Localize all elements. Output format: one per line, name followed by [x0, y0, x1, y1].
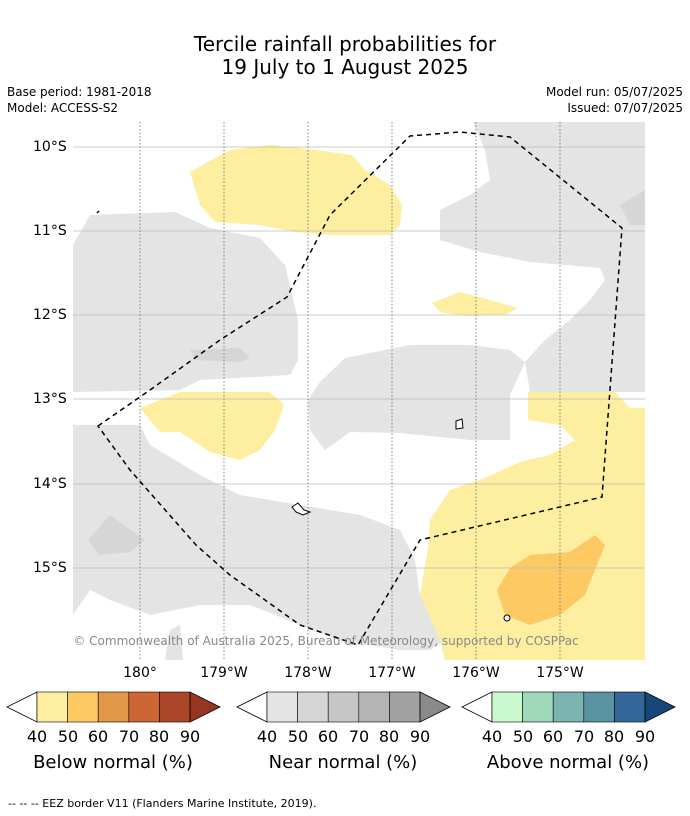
tick-label: 70	[348, 727, 370, 746]
colorbar-low-extension	[236, 691, 268, 723]
colorbar-bin	[583, 691, 615, 723]
tick-label: 90	[634, 727, 656, 746]
tick-label: 90	[409, 727, 431, 746]
colorbar-low-extension	[6, 691, 38, 723]
colorbar-high-extension	[644, 691, 676, 723]
colorbar-bin	[358, 691, 390, 723]
tick-label: 70	[573, 727, 595, 746]
model-run: Model run: 05/07/2025	[545, 85, 683, 99]
colorbar-high-extension	[419, 691, 451, 723]
colorbar-bin	[159, 691, 191, 723]
lon-label: 180°	[123, 665, 157, 681]
near-normal-dark-patch-east	[620, 190, 645, 225]
colorbar-bin	[614, 691, 646, 723]
lat-label: 15°S	[33, 560, 67, 576]
tick-label: 90	[179, 727, 201, 746]
colorbar-low-extension	[461, 691, 493, 723]
tick-label: 80	[603, 727, 625, 746]
near-normal-region-central	[308, 345, 525, 450]
copyright-notice: © Commonwealth of Australia 2025, Bureau…	[73, 634, 578, 648]
colorbar-near-normal	[236, 691, 451, 723]
eez-border-fragment	[96, 210, 100, 214]
colorbar-near-label: Near normal (%)	[268, 752, 418, 773]
island-outline	[455, 418, 464, 430]
colorbar-above-label: Above normal (%)	[486, 752, 650, 773]
tick-label: 40	[481, 727, 503, 746]
tick-label: 50	[287, 727, 309, 746]
near-normal-region-south-patch	[165, 625, 183, 660]
lat-label: 10°S	[33, 139, 67, 155]
colorbar-below-label: Below normal (%)	[33, 752, 193, 773]
near-normal-region-northeast	[440, 122, 645, 392]
colorbar-above-normal	[461, 691, 676, 723]
tick-label: 60	[542, 727, 564, 746]
eez-footnote: -- -- -- EEZ border V11 (Flanders Marine…	[8, 797, 317, 810]
lon-label: 175°W	[536, 665, 584, 681]
near-normal-dark-patch-west	[190, 348, 250, 362]
map-title-line1: Tercile rainfall probabilities for	[193, 32, 497, 56]
colorbar-bin	[36, 691, 68, 723]
lon-label: 179°W	[200, 665, 248, 681]
tick-label: 60	[87, 727, 109, 746]
colorbar-bin	[522, 691, 554, 723]
tick-label: 80	[378, 727, 400, 746]
tick-label: 60	[317, 727, 339, 746]
base-period: Base period: 1981-2018	[7, 85, 152, 99]
colorbar-bin	[327, 691, 360, 723]
colorbar-bin	[552, 691, 585, 723]
eez-border	[96, 131, 623, 646]
colorbar-bin	[97, 691, 130, 723]
colorbar-high-extension	[189, 691, 221, 723]
colorbar-bin	[266, 691, 298, 723]
lon-label: 176°W	[452, 665, 500, 681]
lat-label: 11°S	[33, 223, 67, 239]
lon-label: 177°W	[368, 665, 416, 681]
island-outline	[291, 502, 312, 516]
below-normal-region-southeast	[420, 392, 645, 660]
below-normal-region-north	[190, 145, 402, 235]
longitude-gridlines	[139, 122, 561, 660]
model-name: Model: ACCESS-S2	[7, 101, 119, 115]
near-normal-region-southwest	[73, 425, 445, 650]
colorbar-bin	[389, 691, 421, 723]
lat-label: 13°S	[33, 391, 67, 407]
tick-label: 40	[26, 727, 48, 746]
near-normal-region-west	[73, 212, 298, 392]
colorbar-bin	[67, 691, 99, 723]
colorbar-bin	[491, 691, 523, 723]
tick-label: 70	[118, 727, 140, 746]
lat-label: 14°S	[33, 476, 67, 492]
tick-label: 40	[256, 727, 278, 746]
near-normal-dark-patch	[88, 515, 145, 555]
island-outline	[503, 614, 511, 622]
map-title-line2: 19 July to 1 August 2025	[221, 55, 469, 79]
tick-label: 50	[512, 727, 534, 746]
colorbar-below-normal	[6, 691, 221, 723]
below-normal-region-small	[432, 292, 518, 316]
lat-label: 12°S	[33, 307, 67, 323]
lon-label: 178°W	[284, 665, 332, 681]
issued-date: Issued: 07/07/2025	[567, 101, 683, 115]
below-normal-region-50pct	[497, 535, 605, 625]
tick-label: 50	[57, 727, 79, 746]
tick-label: 80	[148, 727, 170, 746]
colorbar-bin	[297, 691, 329, 723]
colorbar-bin	[128, 691, 160, 723]
below-normal-region-west	[140, 392, 284, 460]
latitude-gridlines	[73, 146, 645, 569]
